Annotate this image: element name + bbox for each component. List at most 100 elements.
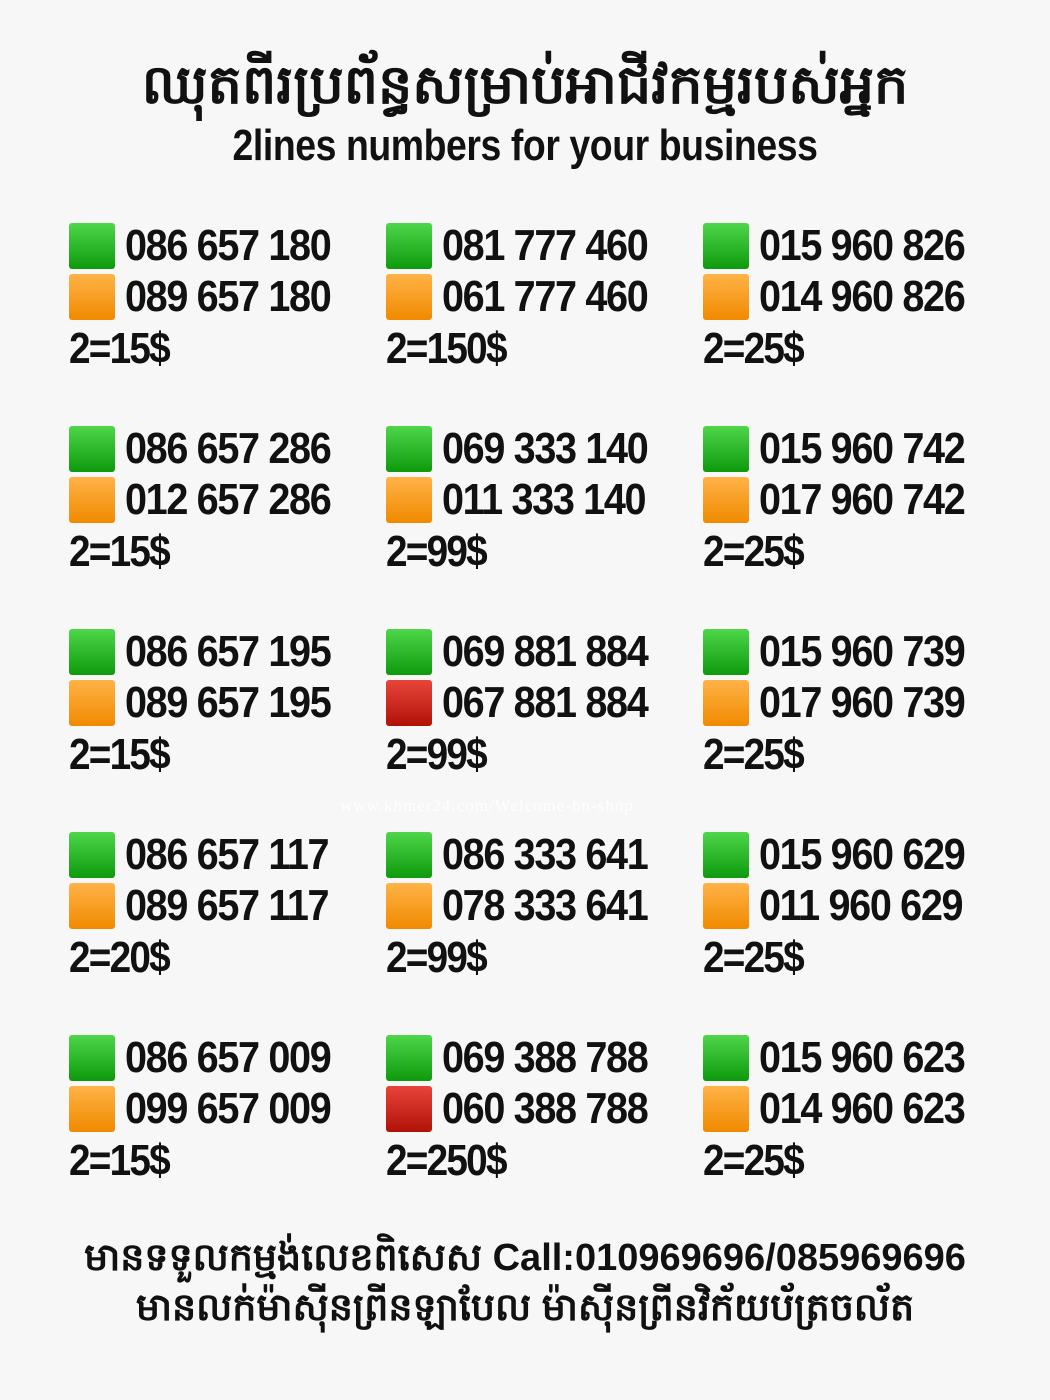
green-square-icon (386, 223, 432, 269)
phone-number: 012 657 286 (125, 475, 332, 524)
title-english: 2lines numbers for your business (232, 121, 818, 170)
price-label: 2=25$ (703, 527, 805, 576)
orange-square-icon (69, 883, 115, 929)
phone-line: 081 777 460 (386, 221, 670, 270)
number-offer: 015 960 826 014 960 826 2=25$ (703, 221, 1003, 392)
number-offer: 015 960 623 014 960 623 2=25$ (703, 1033, 1003, 1204)
phone-number: 081 777 460 (442, 221, 649, 270)
orange-square-icon (386, 883, 432, 929)
phone-line: 086 657 286 (69, 424, 353, 473)
green-square-icon (386, 426, 432, 472)
price-label: 2=15$ (69, 1136, 171, 1185)
phone-line: 011 333 140 (386, 475, 668, 524)
phone-number: 069 333 140 (442, 424, 649, 473)
phone-number: 067 881 884 (442, 678, 649, 727)
phone-line: 011 960 629 (703, 881, 985, 930)
phone-number: 061 777 460 (442, 272, 649, 321)
orange-square-icon (703, 883, 749, 929)
price-label: 2=15$ (69, 324, 171, 373)
orange-square-icon (386, 274, 432, 320)
phone-line: 017 960 742 (703, 475, 987, 524)
phone-line: 099 657 009 (69, 1084, 353, 1133)
phone-number: 015 960 742 (759, 424, 966, 473)
phone-line: 014 960 623 (703, 1084, 987, 1133)
phone-number: 011 960 629 (759, 881, 964, 930)
number-offer: 015 960 742 017 960 742 2=25$ (703, 424, 1003, 595)
green-square-icon (703, 832, 749, 878)
green-square-icon (703, 426, 749, 472)
phone-number: 060 388 788 (442, 1084, 649, 1133)
orange-square-icon (703, 274, 749, 320)
phone-line: 015 960 826 (703, 221, 987, 270)
phone-number: 015 960 826 (759, 221, 966, 270)
price-label: 2=99$ (386, 730, 488, 779)
number-offer: 015 960 739 017 960 739 2=25$ (703, 627, 1003, 798)
price-label: 2=25$ (703, 933, 805, 982)
phone-line: 089 657 180 (69, 272, 353, 321)
green-square-icon (386, 629, 432, 675)
phone-number: 017 960 742 (759, 475, 966, 524)
price-label: 2=250$ (386, 1136, 507, 1185)
phone-line: 015 960 742 (703, 424, 987, 473)
phone-number: 089 657 180 (125, 272, 332, 321)
phone-line: 069 333 140 (386, 424, 670, 473)
phone-number: 078 333 641 (442, 881, 649, 930)
phone-number: 015 960 623 (759, 1033, 966, 1082)
orange-square-icon (703, 477, 749, 523)
phone-line: 015 960 629 (703, 830, 987, 879)
phone-number: 086 333 641 (442, 830, 649, 879)
red-square-icon (386, 1086, 432, 1132)
orange-square-icon (69, 477, 115, 523)
phone-number: 017 960 739 (759, 678, 966, 727)
phone-line: 069 881 884 (386, 627, 670, 676)
green-square-icon (703, 1035, 749, 1081)
phone-line: 017 960 739 (703, 678, 987, 727)
price-label: 2=20$ (69, 933, 171, 982)
green-square-icon (703, 629, 749, 675)
number-offer: 069 881 884 067 881 884 2=99$ (386, 627, 686, 798)
phone-line: 086 657 009 (69, 1033, 353, 1082)
green-square-icon (69, 1035, 115, 1081)
number-offer: 086 657 009 099 657 009 2=15$ (69, 1033, 369, 1204)
orange-square-icon (69, 1086, 115, 1132)
phone-line: 086 657 180 (69, 221, 353, 270)
phone-number: 086 657 286 (125, 424, 332, 473)
phone-number: 089 657 195 (125, 678, 332, 727)
number-offer: 069 333 140 011 333 140 2=99$ (386, 424, 686, 595)
price-label: 2=150$ (386, 324, 507, 373)
number-offer: 081 777 460 061 777 460 2=150$ (386, 221, 686, 392)
footer-contact: មានទទួលកម្មង់លេខពិសេស Call:010969696/085… (84, 1237, 966, 1279)
orange-square-icon (69, 680, 115, 726)
price-label: 2=25$ (703, 324, 805, 373)
number-offer: 069 388 788 060 388 788 2=250$ (386, 1033, 686, 1204)
phone-number: 069 388 788 (442, 1033, 649, 1082)
phone-number: 089 657 117 (125, 881, 330, 930)
number-offer: 086 657 180 089 657 180 2=15$ (69, 221, 369, 392)
price-label: 2=99$ (386, 527, 488, 576)
phone-line: 067 881 884 (386, 678, 670, 727)
green-square-icon (69, 629, 115, 675)
number-offer: 086 657 195 089 657 195 2=15$ (69, 627, 369, 798)
phone-number: 086 657 180 (125, 221, 332, 270)
green-square-icon (69, 426, 115, 472)
green-square-icon (386, 1035, 432, 1081)
phone-number: 015 960 739 (759, 627, 966, 676)
phone-line: 015 960 739 (703, 627, 987, 676)
phone-line: 061 777 460 (386, 272, 670, 321)
phone-number: 086 657 009 (125, 1033, 332, 1082)
title-khmer: ឈុតពីរប្រព័ន្ធសម្រាប់អាជីវកម្មរបស់អ្នក (141, 55, 909, 115)
red-square-icon (386, 680, 432, 726)
price-label: 2=15$ (69, 730, 171, 779)
phone-line: 069 388 788 (386, 1033, 670, 1082)
watermark: www.khmer24.com/Welcome-bn-shop (340, 796, 634, 815)
price-label: 2=15$ (69, 527, 171, 576)
phone-number: 069 881 884 (442, 627, 649, 676)
phone-line: 089 657 117 (69, 881, 351, 930)
orange-square-icon (703, 680, 749, 726)
phone-line: 086 657 117 (69, 830, 351, 879)
phone-line: 078 333 641 (386, 881, 670, 930)
phone-line: 086 657 195 (69, 627, 353, 676)
price-label: 2=99$ (386, 933, 488, 982)
phone-number: 086 657 195 (125, 627, 332, 676)
orange-square-icon (386, 477, 432, 523)
